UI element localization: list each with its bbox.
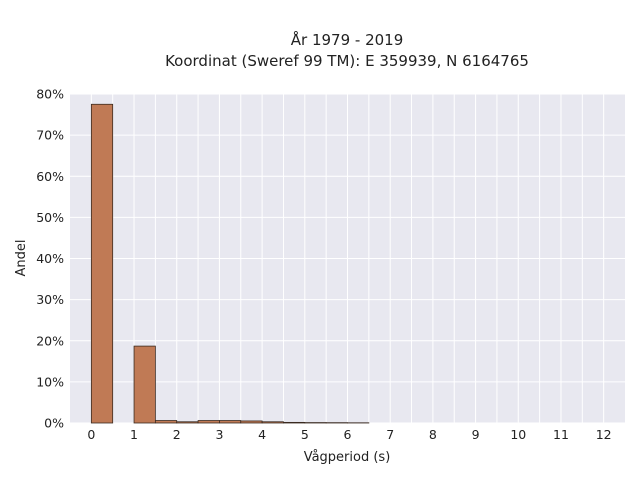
x-tick-label: 1 xyxy=(130,427,138,442)
x-tick-label: 12 xyxy=(596,427,612,442)
bar xyxy=(219,420,242,424)
y-tick-label: 0% xyxy=(44,416,64,431)
bar xyxy=(90,103,114,424)
y-tick-label: 80% xyxy=(36,87,64,102)
y-axis-label: Andel xyxy=(14,240,29,277)
bars xyxy=(90,103,370,424)
x-tick-label: 6 xyxy=(344,427,352,442)
x-tick-label: 4 xyxy=(258,427,266,442)
y-tick-label: 70% xyxy=(36,128,64,143)
x-tick-label: 8 xyxy=(429,427,437,442)
y-tick-labels: 0% 10% 20% 30% 40% 50% 60% 70% 80% xyxy=(36,87,64,431)
x-tick-label: 10 xyxy=(510,427,526,442)
chart-title: År 1979 - 2019 xyxy=(291,30,404,49)
x-tick-label: 2 xyxy=(173,427,181,442)
x-tick-label: 9 xyxy=(472,427,480,442)
bar xyxy=(154,420,178,424)
y-tick-label: 10% xyxy=(36,374,64,389)
x-tick-label: 11 xyxy=(553,427,569,442)
bar xyxy=(261,421,284,424)
bar xyxy=(197,420,220,424)
x-tick-label: 7 xyxy=(386,427,394,442)
x-tick-labels: 0 1 2 3 4 5 6 7 8 9 10 11 12 xyxy=(87,427,611,442)
bar xyxy=(176,421,199,424)
x-tick-label: 0 xyxy=(87,427,95,442)
y-tick-label: 30% xyxy=(36,292,64,307)
x-axis-label: Vågperiod (s) xyxy=(304,450,391,465)
bar xyxy=(240,420,263,424)
y-tick-label: 40% xyxy=(36,251,64,266)
x-tick-label: 3 xyxy=(215,427,223,442)
chart-subtitle: Koordinat (Sweref 99 TM): E 359939, N 61… xyxy=(165,52,529,70)
bar xyxy=(283,421,306,424)
y-tick-label: 50% xyxy=(36,210,64,225)
bar xyxy=(133,345,156,424)
x-tick-label: 5 xyxy=(301,427,309,442)
y-tick-label: 60% xyxy=(36,169,64,184)
y-tick-label: 20% xyxy=(36,333,64,348)
